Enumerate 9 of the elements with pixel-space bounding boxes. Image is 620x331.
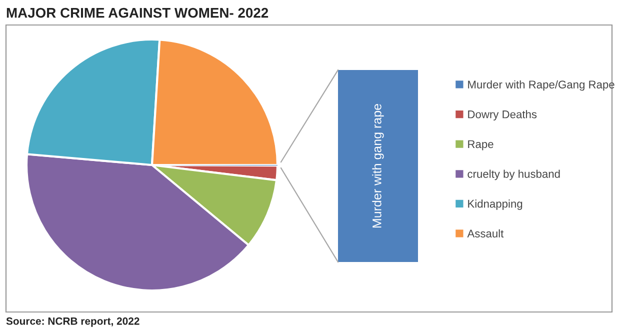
source-note: Source: NCRB report, 2022	[6, 317, 140, 327]
legend-label: Rape	[468, 140, 494, 150]
text: Murder with gang rape	[372, 104, 384, 228]
legend-label: Assault	[467, 229, 504, 238]
legend-label: Murder with Rape/Gang Rape	[468, 80, 614, 91]
legend-label: Kidnapping	[468, 200, 522, 210]
chart-title: MAJOR CRIME AGAINST WOMEN- 2022	[6, 8, 268, 18]
legend-label: Dowry Deaths	[468, 110, 537, 120]
legend-label: cruelty by husband	[468, 170, 560, 180]
